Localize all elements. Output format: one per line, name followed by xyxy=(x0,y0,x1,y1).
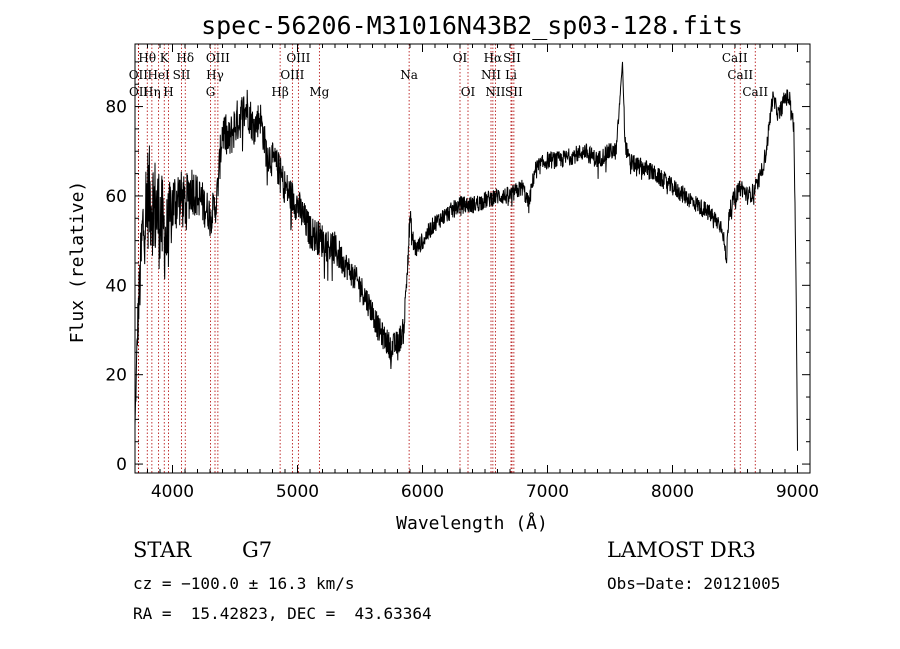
line-marker-label: NII xyxy=(485,85,505,99)
line-marker-label: SII xyxy=(503,51,521,65)
x-tick-label: 4000 xyxy=(151,482,194,502)
y-axis-ticks: 0 20 40 60 80 xyxy=(105,61,810,475)
y-tick-label: 60 xyxy=(105,187,127,207)
y-tick-label: 20 xyxy=(105,366,127,386)
line-marker-label: HeI xyxy=(147,68,170,82)
line-marker-label: CaII xyxy=(722,51,748,65)
line-marker-label: Li xyxy=(505,68,517,82)
y-tick-label: 80 xyxy=(105,98,127,118)
line-marker-label: Hγ xyxy=(206,68,224,82)
line-marker-label: SII xyxy=(505,85,523,99)
object-class: STAR xyxy=(133,538,192,562)
x-tick-label: 8000 xyxy=(651,482,694,502)
line-marker-label: OIII xyxy=(286,51,310,65)
line-marker-label: H xyxy=(163,85,173,99)
line-marker-label: Hη xyxy=(143,85,161,99)
line-marker-label: OII xyxy=(129,68,149,82)
y-tick-label: 0 xyxy=(116,455,127,475)
coordinates-text: RA = 15.42823, DEC = 43.63364 xyxy=(133,604,432,623)
line-marker-label: CaII xyxy=(742,85,768,99)
plot-frame xyxy=(134,43,811,474)
line-marker-label: CaII xyxy=(727,68,753,82)
obs-date-text: Obs−Date: 20121005 xyxy=(607,574,781,593)
survey-name: LAMOST DR3 xyxy=(607,538,756,562)
object-subclass: G7 xyxy=(242,538,273,562)
spectrum-line xyxy=(134,61,798,451)
line-marker-label: NII xyxy=(481,68,501,82)
redshift-text: cz = −100.0 ± 16.3 km/s xyxy=(133,574,355,593)
line-marker-label: Na xyxy=(400,68,418,82)
line-marker-label: SII xyxy=(173,68,191,82)
line-marker-label: Hδ xyxy=(176,51,194,65)
line-marker-label: OIII xyxy=(206,51,230,65)
line-marker-label: K xyxy=(160,51,170,65)
x-axis-label: Wavelength (Å) xyxy=(396,512,548,534)
x-tick-label: 6000 xyxy=(401,482,444,502)
line-marker-label: Hβ xyxy=(271,85,288,99)
line-marker-label: G xyxy=(206,85,216,99)
y-axis-label: Flux (relative) xyxy=(67,181,88,344)
x-tick-label: 9000 xyxy=(776,482,819,502)
line-marker-label: Mg xyxy=(309,85,329,99)
x-axis-ticks: 4000 5000 6000 7000 8000 9000 xyxy=(134,44,819,502)
x-tick-label: 5000 xyxy=(276,482,319,502)
y-tick-label: 40 xyxy=(105,276,127,296)
line-marker-label: OI xyxy=(453,51,468,65)
chart-title: spec-56206-M31016N43B2_sp03-128.fits xyxy=(201,11,743,40)
x-tick-label: 7000 xyxy=(526,482,569,502)
line-marker-label: Hθ xyxy=(138,51,156,65)
line-marker-label: OII xyxy=(129,85,149,99)
line-marker-label: Hα xyxy=(484,51,503,65)
line-marker-label: OIII xyxy=(280,68,304,82)
line-marker-label: OI xyxy=(461,85,476,99)
line-markers xyxy=(137,44,756,473)
